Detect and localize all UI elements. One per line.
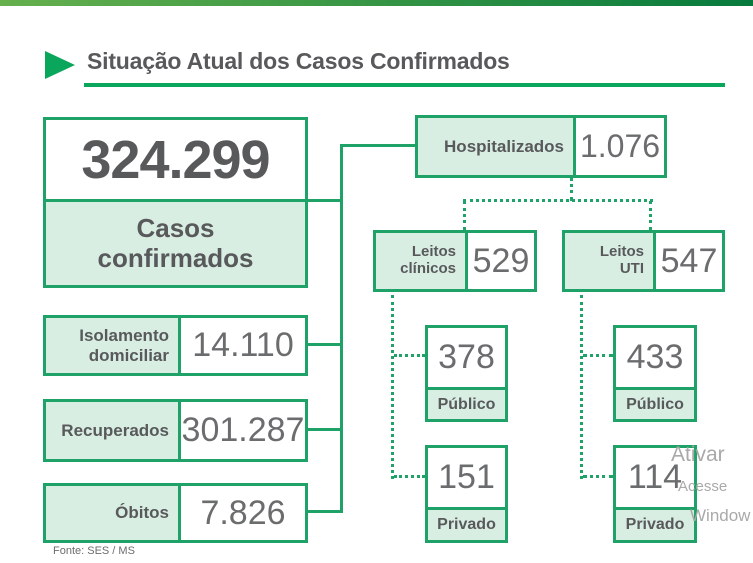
- breakdown-value: 151: [428, 448, 505, 510]
- stat-label: Isolamento domiciliar: [46, 318, 181, 373]
- stat-row-obitos: Óbitos 7.826: [43, 483, 308, 543]
- hospitalizados-label: Hospitalizados: [418, 118, 576, 175]
- dotted-stub-uti-privado: [583, 475, 613, 478]
- clinicos-privado-box: 151 Privado: [425, 445, 508, 543]
- bed-label: Leitos clínicos: [376, 233, 468, 289]
- stat-value: 301.287: [181, 411, 305, 449]
- stat-row-recuperados: Recuperados 301.287: [43, 399, 308, 462]
- dotted-clinicos-breakdown-vertical: [391, 295, 394, 479]
- bullet-triangle-icon: [45, 51, 75, 79]
- dotted-leitos-uti-drop: [649, 201, 652, 230]
- leitos-clinicos-box: Leitos clínicos 529: [373, 230, 537, 292]
- dotted-uti-breakdown-vertical: [580, 295, 583, 479]
- dotted-stub-clinicos-privado: [394, 475, 425, 478]
- stat-label: Recuperados: [46, 402, 181, 459]
- connector-isolamento: [306, 343, 340, 346]
- bed-value: 547: [660, 241, 718, 280]
- dotted-stub-uti-publico: [583, 354, 613, 357]
- breakdown-label: Público: [616, 390, 694, 419]
- breakdown-value: 433: [616, 328, 694, 390]
- breakdown-label: Privado: [428, 510, 505, 540]
- dotted-stub-clinicos-publico: [394, 354, 425, 357]
- bed-value: 529: [472, 241, 530, 280]
- breakdown-label: Público: [428, 390, 505, 419]
- connector-obitos: [308, 510, 340, 513]
- connector-confirmed: [306, 199, 340, 202]
- confirmed-cases-box: 324.299 Casos confirmados: [43, 117, 308, 288]
- title-underline: [84, 83, 725, 87]
- clinicos-publico-box: 378 Público: [425, 325, 508, 422]
- hospitalizados-box: Hospitalizados 1.076: [415, 115, 667, 178]
- stat-value: 14.110: [192, 326, 294, 364]
- breakdown-value: 378: [428, 328, 505, 390]
- confirmed-cases-value: 324.299: [46, 120, 305, 202]
- windows-activation-watermark-line2: Acesse: [678, 478, 728, 495]
- bed-label: Leitos UTI: [565, 233, 656, 289]
- connector-recuperados: [306, 428, 340, 431]
- connector-hospitalizados: [343, 144, 415, 147]
- stat-value: 7.826: [200, 493, 286, 532]
- windows-activation-watermark-line3: Window: [690, 506, 751, 525]
- breakdown-value: 114: [616, 448, 694, 510]
- leitos-uti-box: Leitos UTI 547: [562, 230, 725, 292]
- windows-activation-watermark-line1: Ativar: [671, 443, 725, 466]
- top-gradient-bar: [0, 0, 753, 6]
- stat-label: Óbitos: [46, 486, 181, 540]
- confirmed-cases-label: Casos confirmados: [46, 202, 305, 285]
- connector-trunk-vertical: [340, 144, 343, 513]
- source-note: Fonte: SES / MS: [53, 545, 135, 557]
- dotted-beds-horizontal: [463, 199, 653, 202]
- stat-row-isolamento-domiciliar: Isolamento domiciliar 14.110: [43, 315, 308, 376]
- page-title: Situação Atual dos Casos Confirmados: [87, 48, 510, 74]
- uti-publico-box: 433 Público: [613, 325, 697, 422]
- uti-privado-box: 114 Privado: [613, 445, 697, 543]
- hospitalizados-value: 1.076: [579, 128, 661, 164]
- dotted-leitos-clinicos-drop: [463, 201, 466, 230]
- dotted-hospitalizados-down: [570, 177, 573, 201]
- breakdown-label: Privado: [616, 510, 694, 540]
